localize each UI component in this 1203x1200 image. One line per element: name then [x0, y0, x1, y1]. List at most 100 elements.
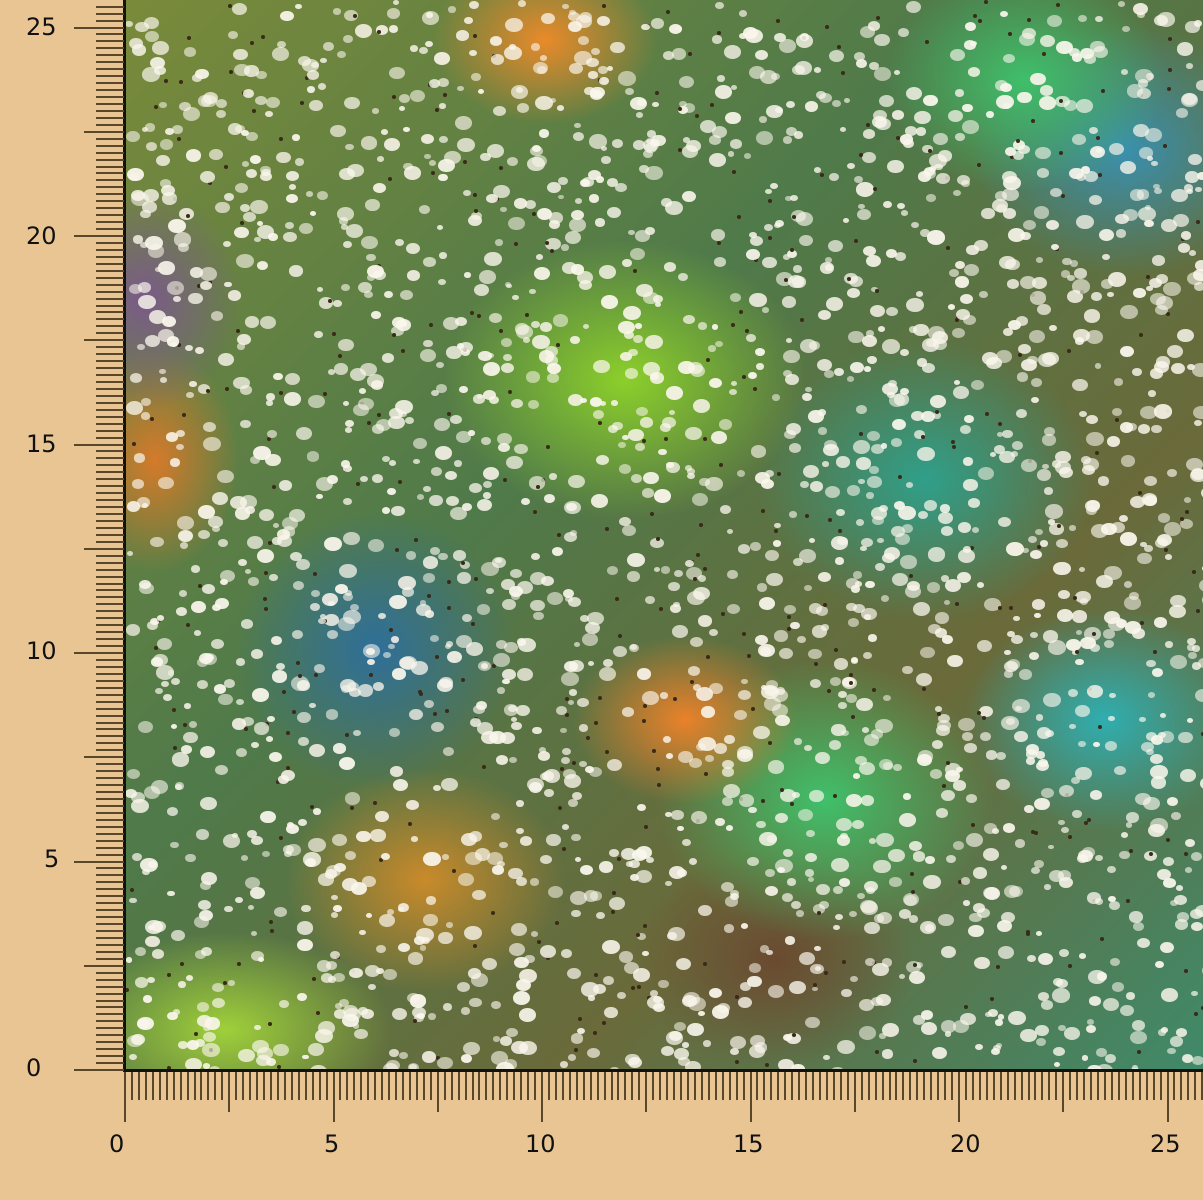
- vertical-ruler-tick: [96, 89, 124, 92]
- vertical-ruler-tick: [96, 214, 124, 217]
- horizontal-ruler-tick: [1173, 1072, 1176, 1100]
- horizontal-label-15: 15: [733, 1130, 764, 1158]
- horizontal-ruler-tick: [798, 1072, 801, 1100]
- vertical-ruler-tick: [96, 241, 124, 244]
- horizontal-ruler-tick: [207, 1072, 210, 1100]
- vertical-ruler-tick: [96, 1006, 124, 1009]
- vertical-ruler-tick: [96, 5, 124, 8]
- vertical-ruler-tick: [96, 436, 124, 439]
- vertical-ruler-tick: [84, 130, 124, 133]
- vertical-ruler-tick: [74, 860, 124, 863]
- vertical-ruler-tick: [96, 902, 124, 905]
- vertical-ruler-tick: [96, 179, 124, 182]
- vertical-ruler-tick: [96, 679, 124, 682]
- horizontal-ruler-tick: [1103, 1072, 1106, 1100]
- vertical-ruler-tick: [96, 172, 124, 175]
- vertical-ruler-tick: [96, 582, 124, 585]
- horizontal-ruler-tick: [235, 1072, 238, 1100]
- vertical-ruler-tick: [96, 777, 124, 780]
- vertical-ruler-tick: [96, 763, 124, 766]
- vertical-ruler-tick: [96, 485, 124, 488]
- vertical-ruler-tick: [96, 96, 124, 98]
- vertical-ruler-tick: [96, 603, 124, 606]
- vertical-ruler-tick: [96, 346, 124, 349]
- horizontal-ruler-tick: [151, 1072, 154, 1100]
- horizontal-ruler-tick: [1159, 1072, 1162, 1100]
- horizontal-ruler-tick: [1166, 1072, 1169, 1122]
- horizontal-ruler-tick: [1187, 1072, 1190, 1100]
- vertical-ruler-tick: [96, 957, 124, 960]
- vertical-ruler-tick: [96, 207, 124, 210]
- vertical-ruler-tick: [96, 881, 124, 884]
- vertical-ruler-tick: [96, 728, 124, 731]
- horizontal-ruler-tick: [214, 1072, 217, 1100]
- horizontal-ruler-tick: [408, 1072, 411, 1100]
- horizontal-ruler-tick: [1117, 1072, 1120, 1100]
- horizontal-ruler-tick: [193, 1072, 196, 1100]
- horizontal-ruler-tick: [603, 1072, 606, 1100]
- horizontal-ruler-tick: [415, 1072, 418, 1100]
- vertical-ruler-tick: [96, 992, 124, 995]
- vertical-ruler-tick: [96, 332, 124, 335]
- horizontal-ruler-tick: [221, 1072, 224, 1100]
- horizontal-ruler-tick: [360, 1072, 363, 1100]
- vertical-ruler-tick: [96, 1062, 124, 1065]
- vertical-ruler-tick: [96, 596, 124, 599]
- horizontal-ruler-tick: [457, 1072, 460, 1100]
- horizontal-ruler-tick: [1097, 1072, 1099, 1100]
- horizontal-ruler-tick: [819, 1072, 821, 1100]
- horizontal-ruler-tick: [777, 1072, 780, 1100]
- floral-fabric-swatch: [125, 0, 1203, 1070]
- vertical-ruler-tick: [96, 867, 124, 870]
- horizontal-ruler-tick: [756, 1072, 759, 1100]
- horizontal-ruler-tick: [568, 1072, 571, 1100]
- horizontal-label-0: 0: [109, 1130, 125, 1158]
- vertical-ruler-tick: [96, 707, 124, 710]
- vertical-ruler-tick: [96, 853, 124, 856]
- vertical-ruler-tick: [96, 749, 124, 752]
- horizontal-ruler-tick: [902, 1072, 905, 1100]
- horizontal-ruler-tick: [172, 1072, 175, 1100]
- horizontal-ruler-tick: [276, 1072, 279, 1100]
- horizontal-ruler-tick: [228, 1072, 231, 1112]
- horizontal-ruler-tick: [137, 1072, 140, 1100]
- horizontal-ruler-tick: [527, 1072, 530, 1100]
- horizontal-ruler-tick: [130, 1072, 133, 1100]
- vertical-ruler-tick: [96, 784, 124, 787]
- horizontal-ruler-tick: [478, 1072, 481, 1100]
- horizontal-ruler-tick: [846, 1072, 849, 1100]
- horizontal-ruler-tick: [575, 1072, 578, 1100]
- horizontal-ruler-tick: [304, 1072, 307, 1100]
- vertical-ruler-tick: [96, 450, 124, 453]
- vertical-label-5: 5: [44, 845, 60, 873]
- vertical-ruler-tick: [96, 999, 124, 1002]
- vertical-ruler-tick: [96, 499, 124, 502]
- vertical-ruler-tick: [96, 75, 124, 78]
- vertical-ruler-tick: [74, 26, 124, 29]
- horizontal-ruler-tick: [534, 1072, 537, 1100]
- horizontal-ruler-tick: [881, 1072, 884, 1100]
- vertical-ruler-tick: [96, 839, 124, 842]
- vertical-ruler-tick: [96, 151, 124, 154]
- horizontal-ruler-tick: [492, 1072, 495, 1100]
- horizontal-ruler-tick: [1124, 1072, 1127, 1100]
- horizontal-ruler-tick: [485, 1072, 488, 1100]
- horizontal-ruler-tick: [388, 1072, 391, 1100]
- horizontal-ruler-tick: [631, 1072, 634, 1100]
- vertical-ruler-tick: [96, 700, 124, 703]
- vertical-ruler-tick: [96, 471, 124, 474]
- vertical-ruler-tick: [96, 943, 124, 946]
- vertical-ruler-tick: [96, 804, 124, 807]
- horizontal-ruler-tick: [256, 1072, 259, 1100]
- vertical-ruler-tick: [84, 964, 124, 967]
- vertical-label-25: 25: [26, 13, 57, 41]
- vertical-ruler-tick: [96, 672, 124, 675]
- vertical-ruler-tick: [96, 665, 124, 668]
- vertical-ruler-tick: [96, 1027, 124, 1030]
- horizontal-ruler-tick: [339, 1072, 342, 1100]
- vertical-ruler-tick: [96, 791, 124, 793]
- vertical-ruler-tick: [84, 756, 124, 759]
- vertical-ruler-tick: [96, 888, 124, 891]
- horizontal-ruler-tick: [735, 1072, 738, 1100]
- horizontal-label-20: 20: [950, 1130, 981, 1158]
